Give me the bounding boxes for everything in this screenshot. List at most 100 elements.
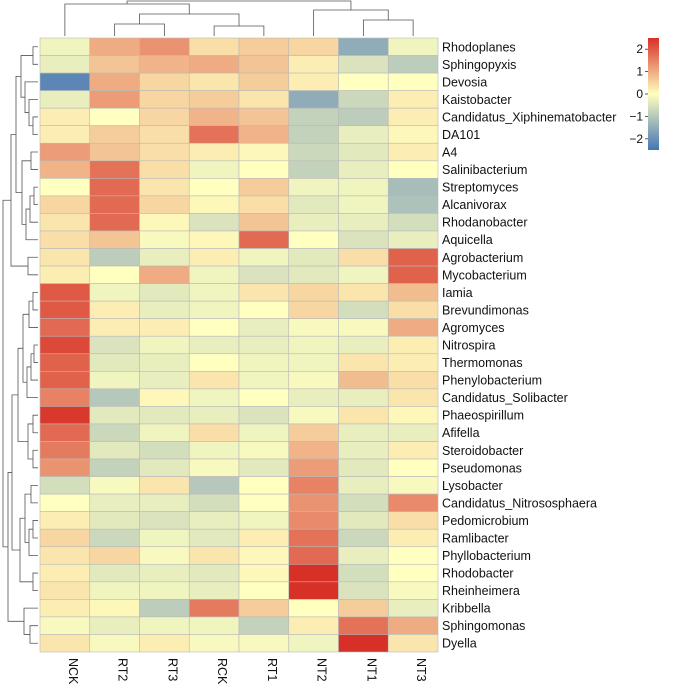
dendrogram-branch xyxy=(32,572,38,591)
heatmap-cell xyxy=(39,142,91,162)
heatmap-cell xyxy=(39,160,91,179)
heatmap-cell xyxy=(188,142,240,162)
dendrogram-branch xyxy=(32,414,38,434)
heatmap-cell xyxy=(288,195,339,214)
heatmap-cell xyxy=(139,37,190,56)
dendrogram-branch xyxy=(22,313,29,383)
heatmap-cell xyxy=(387,125,439,144)
row-label: Candidatus_Xiphinematobacter xyxy=(442,110,616,124)
heatmap-cell xyxy=(139,388,190,407)
heatmap-cell xyxy=(188,441,240,460)
heatmap-cell xyxy=(238,178,290,197)
heatmap-cell xyxy=(387,160,439,179)
heatmap-cell xyxy=(139,300,190,319)
heatmap-cell xyxy=(89,195,140,214)
heatmap-cell xyxy=(188,178,240,197)
row-label: Rhodoplanes xyxy=(442,40,516,54)
row-label: Thermomonas xyxy=(442,356,523,370)
heatmap-cell xyxy=(288,353,339,372)
heatmap-cell xyxy=(338,599,389,618)
heatmap-cell xyxy=(39,511,91,530)
row-label: Pedomicrobium xyxy=(442,514,529,528)
heatmap-cell xyxy=(89,511,140,530)
column-label: RT3 xyxy=(165,658,179,681)
dendrogram-branch xyxy=(24,81,38,113)
heatmap-cell xyxy=(387,458,439,477)
heatmap-cell xyxy=(288,72,339,91)
heatmap-cell xyxy=(387,511,439,530)
row-label: Aquicella xyxy=(442,233,493,247)
heatmap-cell xyxy=(89,634,140,653)
heatmap-cell xyxy=(288,213,339,232)
heatmap-cell xyxy=(387,300,439,319)
heatmap-cell xyxy=(338,55,389,74)
heatmap-cell xyxy=(387,90,439,109)
heatmap-cell xyxy=(139,634,190,653)
row-label: Salinibacterium xyxy=(442,163,527,177)
heatmap-cell xyxy=(288,371,339,390)
heatmap-cell xyxy=(188,528,240,548)
heatmap-cell xyxy=(338,265,389,284)
row-label: Candidatus_Solibacter xyxy=(442,391,568,405)
dendrogram-branch xyxy=(11,394,20,551)
heatmap-cell xyxy=(338,616,389,635)
heatmap-cell xyxy=(238,265,290,284)
heatmap-cell xyxy=(139,90,190,109)
heatmap-cell xyxy=(288,107,339,127)
heatmap-cell xyxy=(288,388,339,407)
heatmap-cell xyxy=(338,493,389,512)
dendrogram-branch xyxy=(27,256,38,276)
heatmap-cell xyxy=(188,213,240,232)
heatmap-cell xyxy=(338,458,389,477)
column-labels: NCK RT2 RT3 RCK RT1 NT2 NT1 NT3 xyxy=(66,658,428,685)
heatmap-cell xyxy=(288,178,339,197)
heatmap-cell xyxy=(89,493,140,512)
heatmap-cell xyxy=(89,441,140,460)
heatmap-cell xyxy=(39,178,91,197)
heatmap-cell xyxy=(288,528,339,548)
heatmap-cell xyxy=(89,335,140,355)
heatmap-cell xyxy=(139,178,190,197)
dendrogram-branch xyxy=(32,46,38,65)
dendrogram-branch xyxy=(33,344,38,363)
heatmap-cell xyxy=(387,195,439,214)
heatmap-cell xyxy=(238,160,290,179)
legend-tick-label: 1 xyxy=(636,65,643,79)
heatmap-cell xyxy=(89,213,140,232)
heatmap-cell xyxy=(89,265,140,284)
heatmap-cell xyxy=(39,388,91,407)
dendrogram-branch xyxy=(33,186,38,206)
heatmap-cell xyxy=(188,318,240,337)
heatmap-cell xyxy=(188,195,240,214)
heatmap-cell xyxy=(288,318,339,337)
heatmap-cell xyxy=(39,546,91,565)
heatmap-cell xyxy=(387,318,439,337)
heatmap-cell xyxy=(188,283,240,302)
heatmap-cell xyxy=(39,599,91,618)
heatmap-cell xyxy=(338,353,389,372)
dendrogram-branch xyxy=(24,493,31,543)
heatmap-cell xyxy=(139,335,190,355)
column-label: RT2 xyxy=(116,658,130,681)
heatmap-cell xyxy=(139,283,190,302)
heatmap-cell xyxy=(238,371,290,390)
color-legend-bar xyxy=(648,38,659,150)
row-label: Pseudomonas xyxy=(442,461,522,475)
heatmap-cell xyxy=(238,248,290,267)
heatmap-cell xyxy=(139,55,190,74)
heatmap-cell xyxy=(39,55,91,74)
heatmap-cell xyxy=(39,335,91,355)
row-label: Phaeospirillum xyxy=(442,409,524,423)
heatmap-cell xyxy=(188,616,240,635)
heatmap-cell xyxy=(288,581,339,600)
heatmap-cell xyxy=(238,230,290,249)
heatmap-cell xyxy=(387,388,439,407)
dendrogram-branch xyxy=(213,25,265,36)
heatmap-cell xyxy=(139,142,190,162)
heatmap-cell xyxy=(387,283,439,302)
dendrogram-branch xyxy=(64,3,190,36)
heatmap-cell xyxy=(188,458,240,477)
heatmap-cell xyxy=(238,90,290,109)
heatmap-cell xyxy=(188,599,240,618)
